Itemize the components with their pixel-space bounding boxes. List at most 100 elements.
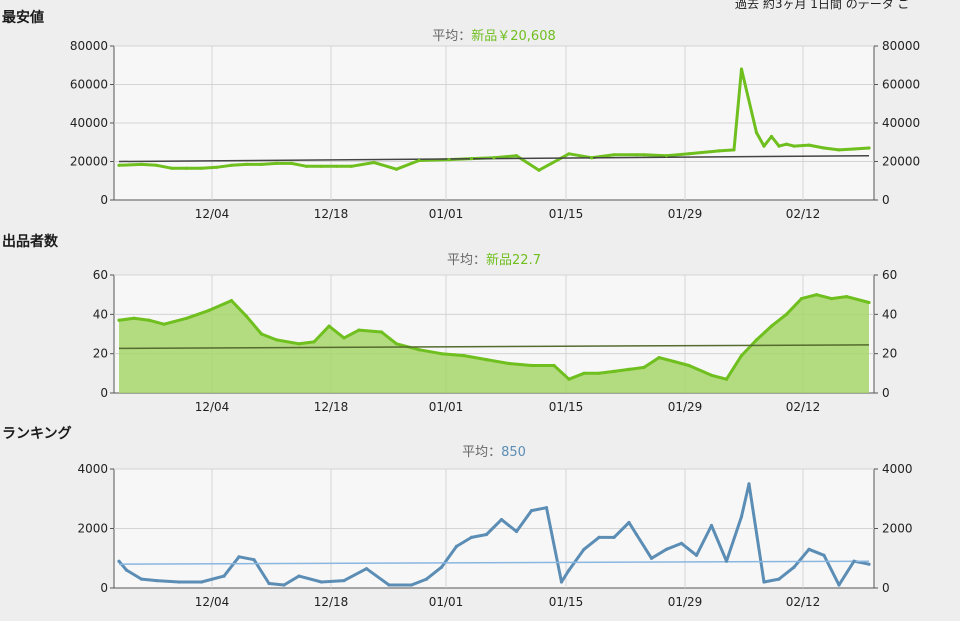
data-point [222, 574, 226, 578]
data-point [372, 160, 376, 165]
data-point [379, 330, 384, 334]
x-tick-label: 01/15 [549, 400, 584, 414]
data-point [679, 541, 684, 546]
data-point [169, 166, 174, 170]
data-point [199, 580, 204, 584]
data-point [664, 547, 669, 551]
x-tick-label: 12/04 [195, 400, 230, 414]
data-point [319, 580, 324, 584]
x-tick-label: 01/29 [668, 207, 703, 221]
data-point [274, 161, 279, 165]
data-point [589, 156, 594, 160]
data-point [567, 152, 571, 156]
data-point [739, 515, 744, 519]
average-line [118, 560, 870, 565]
y-tick-left: 0 [100, 581, 108, 595]
data-point [724, 559, 729, 563]
data-point [694, 553, 699, 557]
data-point [709, 523, 714, 528]
y-tick-right: 20000 [882, 155, 920, 169]
data-point [162, 322, 166, 326]
data-point [732, 148, 736, 152]
y-tick-left: 2000 [77, 522, 108, 536]
data-point [507, 361, 511, 366]
data-point [559, 580, 564, 584]
data-point [739, 354, 744, 358]
chart-2-avg-caption: 平均：新品22.7 [447, 252, 541, 268]
avg-label: 平均： [462, 445, 501, 460]
data-point [237, 555, 241, 559]
x-tick-label: 12/04 [195, 595, 230, 609]
data-point [454, 544, 459, 549]
data-point [777, 144, 781, 148]
data-point [762, 144, 766, 148]
data-point [229, 163, 234, 167]
data-point [304, 164, 309, 168]
x-tick-label: 12/04 [195, 207, 230, 221]
data-point [769, 324, 774, 328]
data-point [499, 518, 504, 522]
y-tick-right: 20 [882, 347, 897, 361]
data-point [267, 581, 271, 586]
x-tick-label: 01/15 [549, 207, 584, 221]
data-point [784, 142, 789, 146]
y-tick-right: 60000 [882, 78, 920, 92]
data-point [297, 342, 301, 346]
data-point [207, 308, 211, 312]
data-point [484, 358, 489, 362]
data-point [687, 363, 691, 368]
x-tick-label: 01/01 [429, 207, 464, 221]
y-tick-left: 4000 [77, 462, 108, 476]
data-point [342, 336, 346, 340]
y-tick-right: 0 [882, 581, 890, 595]
header-note: 過去 約3ヶ月 1日間 のデータ ご [735, 0, 910, 11]
data-point [139, 577, 144, 581]
data-point [319, 164, 324, 168]
avg-value: 新品22.7 [486, 252, 541, 268]
chart-3-section-title: ランキング [2, 425, 72, 442]
data-point [867, 300, 871, 305]
data-point [807, 547, 811, 551]
data-point [409, 583, 414, 587]
data-point [627, 520, 631, 525]
data-point [687, 152, 691, 156]
data-point [642, 365, 646, 369]
y-tick-left: 60 [93, 268, 108, 282]
data-point [289, 161, 294, 165]
data-point [814, 293, 819, 297]
series-line [118, 293, 870, 381]
y-tick-left: 20 [93, 347, 108, 361]
data-point [274, 338, 279, 342]
y-tick-left: 0 [100, 193, 108, 207]
data-point [567, 568, 571, 572]
x-tick-label: 02/12 [786, 595, 821, 609]
data-point [312, 340, 316, 344]
data-point [649, 556, 654, 560]
data-point [117, 559, 121, 563]
data-point [439, 565, 444, 569]
data-point [634, 153, 639, 157]
data-point [334, 164, 339, 168]
data-point [597, 535, 601, 540]
data-point [724, 377, 729, 381]
data-point [364, 567, 369, 571]
data-point [852, 559, 856, 563]
y-tick-right: 2000 [882, 522, 913, 536]
avg-label: 平均： [432, 29, 471, 44]
data-point [297, 574, 301, 578]
data-point [657, 356, 661, 360]
data-point [394, 342, 399, 346]
data-point [529, 363, 534, 368]
data-point [717, 149, 721, 153]
y-tick-right: 0 [882, 193, 890, 207]
data-point [552, 363, 556, 368]
y-tick-left: 80000 [70, 39, 108, 53]
data-point [792, 565, 796, 569]
data-point [342, 579, 346, 583]
data-point [154, 579, 159, 583]
data-point [417, 158, 421, 163]
